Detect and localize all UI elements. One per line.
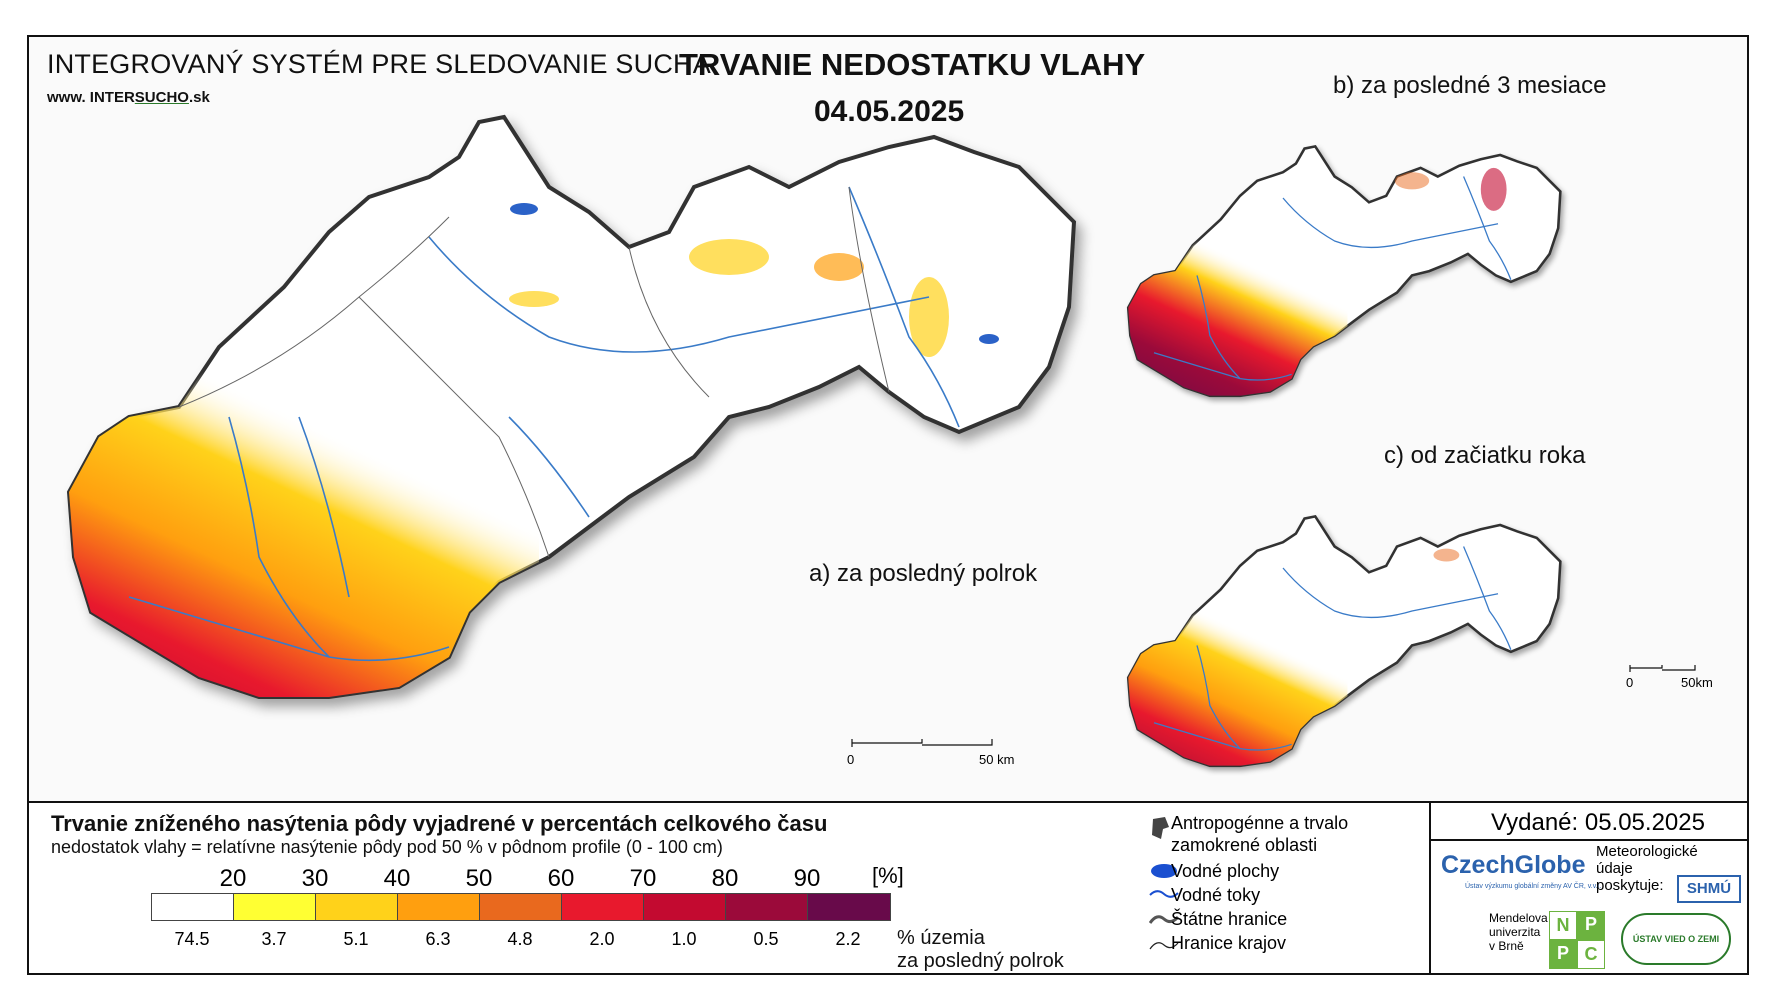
legend-bin — [234, 894, 316, 920]
legend-tick: 50 — [465, 865, 493, 892]
legend-color-bar — [151, 893, 891, 921]
legend-percentage: 74.5 — [174, 929, 210, 949]
legend-tick: 90 — [793, 865, 821, 892]
legend-percentage: 3.7 — [261, 929, 287, 949]
issued-panel — [1429, 803, 1747, 975]
legend-panel: Trvanie zníženého nasýtenia pôdy vyjadre… — [29, 801, 1747, 975]
map-b-slovakia — [1126, 145, 1562, 398]
map-c-label: c) od začiatku roka — [1384, 442, 1586, 469]
mendel-line: v Brně — [1489, 939, 1524, 953]
czechglobe-logo: CzechGlobe — [1441, 851, 1586, 879]
legend-tick: 40 — [383, 865, 411, 892]
legend-bin — [398, 894, 480, 920]
scale-small-50: 50km — [1681, 675, 1713, 690]
legend-bin — [726, 894, 808, 920]
website-prefix: www. INTER — [47, 89, 135, 106]
legend-pct-note-period: za posledný polrok — [897, 950, 1064, 972]
mendel-logo: Mendelova univerzita v Brně — [1489, 911, 1548, 953]
map-frame: INTEGROVANÝ SYSTÉM PRE SLEDOVANIE SUCHA … — [27, 35, 1749, 975]
scale-bar-main — [851, 739, 993, 747]
shmu-logo: SHMÚ — [1677, 875, 1741, 903]
key-anthropogenic-line2: zamokrené oblasti — [1171, 835, 1318, 855]
issued-divider — [1429, 839, 1747, 841]
legend-percentage: 6.3 — [425, 929, 451, 949]
legend-title: Trvanie zníženého nasýtenia pôdy vyjadre… — [51, 811, 828, 836]
key-anthropogenic-line1: Antropogénne a trvalo — [1171, 813, 1349, 833]
meteo-credit: Meteorologické údaje poskytuje: — [1596, 843, 1698, 894]
map-date: 04.05.2025 — [814, 95, 965, 128]
legend-pct-note: % územia — [897, 927, 985, 949]
water-body-icon — [1151, 864, 1177, 878]
legend-bin — [644, 894, 726, 920]
legend-subtitle: nedostatok vlahy = relatívne nasýtenie p… — [51, 837, 723, 857]
legend-bin — [808, 894, 890, 920]
legend-percentage: 1.0 — [671, 929, 697, 949]
legend-tick: 70 — [629, 865, 657, 892]
region-border-icon — [1149, 942, 1179, 950]
mendel-line: univerzita — [1489, 925, 1541, 939]
website-link[interactable]: www. INTERSUCHO.sk — [47, 89, 210, 106]
scale-bar-small — [1629, 665, 1696, 672]
czechglobe-subtitle: Ústav výzkumu globální změny AV ČR, v.v.… — [1465, 883, 1602, 890]
legend-tick: 80 — [711, 865, 739, 892]
nppc-letter: P — [1549, 940, 1577, 969]
legend-percentage: 5.1 — [343, 929, 369, 949]
legend-bin — [316, 894, 398, 920]
legend-bin — [480, 894, 562, 920]
state-border-icon — [1149, 915, 1179, 924]
legend-percentage: 2.2 — [835, 929, 861, 949]
legend-tick: 60 — [547, 865, 575, 892]
river-icon — [1149, 890, 1179, 898]
legend-tick: 30 — [301, 865, 329, 892]
map-a-slovakia — [67, 115, 1076, 699]
legend-percentage: 4.8 — [507, 929, 533, 949]
map-area: INTEGROVANÝ SYSTÉM PRE SLEDOVANIE SUCHA … — [29, 37, 1747, 801]
legend-bin — [152, 894, 234, 920]
system-title: INTEGROVANÝ SYSTÉM PRE SLEDOVANIE SUCHA — [47, 49, 711, 79]
key-region-border: Hranice krajov — [1171, 933, 1287, 953]
uvz-logo: ÚSTAV VIED O ZEMI — [1621, 913, 1731, 965]
nppc-logo: N P P C — [1549, 911, 1605, 969]
key-rivers: Vodné toky — [1171, 885, 1261, 905]
legend-percentage: 2.0 — [589, 929, 615, 949]
legend-unit: [%] — [872, 863, 904, 888]
key-state-border: Štátne hranice — [1171, 909, 1288, 929]
map-b-label: b) za posledné 3 mesiace — [1333, 72, 1607, 99]
legend-bin — [562, 894, 644, 920]
legend-percentage: 0.5 — [753, 929, 779, 949]
website-site: SUCHO — [134, 89, 189, 106]
scale-small-zero: 0 — [1626, 675, 1634, 690]
scale-main-zero: 0 — [847, 752, 855, 767]
meteo-line: údaje — [1596, 860, 1633, 877]
map-c-slovakia — [1126, 515, 1562, 768]
nppc-letter: N — [1549, 911, 1577, 940]
legend-tick: 20 — [219, 865, 247, 892]
key-water-bodies: Vodné plochy — [1171, 861, 1280, 881]
map-a-label: a) za posledný polrok — [809, 560, 1038, 587]
nppc-letter: C — [1577, 940, 1605, 969]
nppc-letter: P — [1577, 911, 1605, 940]
scale-main-50: 50 km — [979, 752, 1015, 767]
mendel-line: Mendelova — [1489, 911, 1548, 925]
meteo-line: poskytuje: — [1596, 877, 1664, 894]
meteo-line: Meteorologické — [1596, 843, 1698, 860]
maps-canvas — [67, 115, 1696, 768]
issued-date: Vydané: 05.05.2025 — [1491, 809, 1705, 836]
anthropogenic-icon — [1152, 817, 1169, 839]
main-title: TRVANIE NEDOSTATKU VLAHY — [679, 47, 1146, 82]
website-suffix: .sk — [188, 89, 210, 106]
